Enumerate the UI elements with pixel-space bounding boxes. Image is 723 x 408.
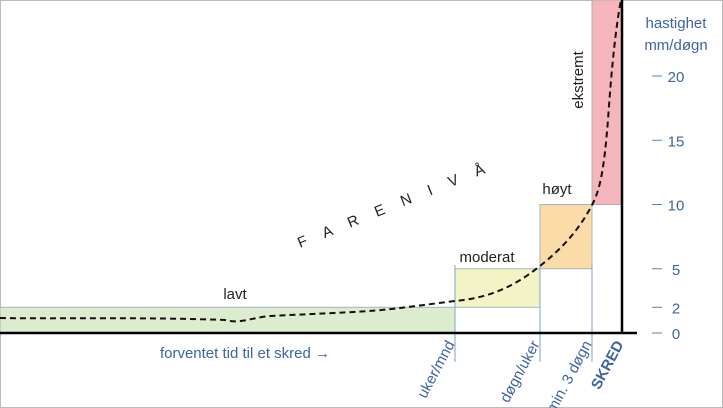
y-tick-label: 10: [668, 198, 685, 215]
level-box: [591, 0, 623, 205]
level-box: [0, 306, 456, 334]
y-tick-label: 0: [672, 326, 680, 343]
level-label: lavt: [223, 286, 247, 303]
level-label: ekstremt: [570, 50, 587, 108]
y-tick-label: 5: [672, 262, 680, 279]
level-label: høyt: [542, 181, 572, 198]
y-axis-label: mm/døgn: [644, 37, 707, 54]
y-tick-label: 20: [668, 69, 685, 86]
level-label: moderat: [459, 249, 515, 266]
y-tick-label: 15: [668, 133, 685, 150]
level-box: [454, 268, 541, 308]
trend-curve: [0, 0, 622, 323]
y-tick-label: 2: [672, 300, 680, 317]
x-axis-label: forventet tid til et skred →: [160, 345, 330, 362]
y-axis-label: hastighet: [646, 15, 708, 32]
